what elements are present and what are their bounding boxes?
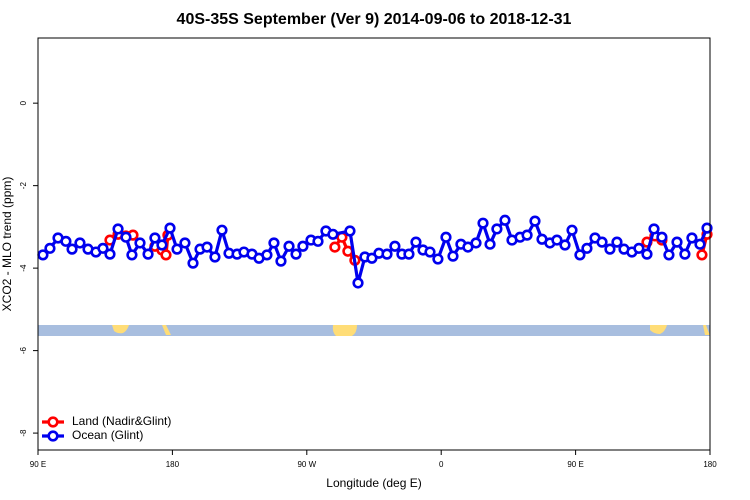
plot-area xyxy=(37,214,713,289)
data-point xyxy=(447,250,459,262)
y-tick-label: -4 xyxy=(19,264,28,272)
data-point xyxy=(701,222,713,234)
data-point xyxy=(484,238,496,250)
data-point xyxy=(149,232,161,244)
data-point xyxy=(160,249,172,261)
x-axis-label: Longitude (deg E) xyxy=(326,476,421,490)
data-point xyxy=(529,215,541,227)
data-point xyxy=(97,242,109,254)
data-point xyxy=(366,252,378,264)
y-tick-label: -6 xyxy=(19,347,28,355)
data-point xyxy=(381,248,393,260)
data-point xyxy=(164,222,176,234)
data-point xyxy=(171,243,183,255)
data-point xyxy=(312,235,324,247)
y-tick-label: -8 xyxy=(19,429,28,437)
data-point xyxy=(216,224,228,236)
data-point xyxy=(679,248,691,260)
data-point xyxy=(342,245,354,257)
data-point xyxy=(694,238,706,250)
data-point xyxy=(499,214,511,226)
data-point xyxy=(641,248,653,260)
data-point xyxy=(201,241,213,253)
data-point xyxy=(329,241,341,253)
data-point xyxy=(424,246,436,258)
data-point xyxy=(611,236,623,248)
data-point xyxy=(327,228,339,240)
data-point xyxy=(209,251,221,263)
x-tick-label: 180 xyxy=(703,460,717,469)
data-point xyxy=(352,277,364,289)
data-point xyxy=(440,231,452,243)
x-tick-label: 90 E xyxy=(30,460,46,469)
data-point xyxy=(156,239,168,251)
data-point xyxy=(604,243,616,255)
data-point xyxy=(283,240,295,252)
data-point xyxy=(596,236,608,248)
data-point xyxy=(104,248,116,260)
legend-label: Land (Nadir&Glint) xyxy=(72,414,171,428)
data-point xyxy=(74,237,86,249)
data-point xyxy=(671,236,683,248)
data-point xyxy=(179,237,191,249)
y-axis-label: XCO2 - MLO trend (ppm) xyxy=(0,177,14,312)
plot-frame xyxy=(37,37,711,451)
data-point xyxy=(297,240,309,252)
data-point xyxy=(126,249,138,261)
data-point xyxy=(142,248,154,260)
data-point xyxy=(696,249,708,261)
x-tick-label: 0 xyxy=(439,460,444,469)
data-point xyxy=(120,231,132,243)
data-point xyxy=(66,243,78,255)
data-point xyxy=(344,225,356,237)
x-tick-label: 90 W xyxy=(297,460,316,469)
legend-item: Ocean (Glint) xyxy=(42,428,143,442)
data-point xyxy=(574,249,586,261)
data-point xyxy=(187,257,199,269)
y-tick-label: 0 xyxy=(19,100,28,105)
data-point xyxy=(261,249,273,261)
data-point xyxy=(432,253,444,265)
data-point xyxy=(134,237,146,249)
map-strip xyxy=(38,325,710,336)
data-point xyxy=(477,217,489,229)
data-point xyxy=(403,248,415,260)
data-point xyxy=(686,232,698,244)
data-point xyxy=(275,255,287,267)
data-point xyxy=(44,242,56,254)
y-tick-label: -2 xyxy=(19,182,28,190)
data-point xyxy=(648,223,660,235)
data-point xyxy=(491,223,503,235)
data-point xyxy=(663,249,675,261)
data-point xyxy=(290,248,302,260)
data-point xyxy=(60,235,72,247)
x-tick-label: 90 E xyxy=(567,460,583,469)
data-point xyxy=(521,229,533,241)
data-point xyxy=(470,237,482,249)
data-point xyxy=(410,236,422,248)
data-point xyxy=(633,242,645,254)
data-point xyxy=(559,239,571,251)
data-point xyxy=(37,249,49,261)
data-point xyxy=(656,231,668,243)
legend-label: Ocean (Glint) xyxy=(72,428,143,442)
data-point xyxy=(112,223,124,235)
legend-marker xyxy=(47,430,59,442)
legend-marker xyxy=(47,416,59,428)
data-point xyxy=(566,224,578,236)
data-point xyxy=(268,237,280,249)
data-point xyxy=(389,240,401,252)
chart-title: 40S-35S September (Ver 9) 2014-09-06 to … xyxy=(177,11,572,28)
data-point xyxy=(551,234,563,246)
x-tick-label: 180 xyxy=(166,460,180,469)
data-point xyxy=(581,242,593,254)
legend-item: Land (Nadir&Glint) xyxy=(42,414,171,428)
